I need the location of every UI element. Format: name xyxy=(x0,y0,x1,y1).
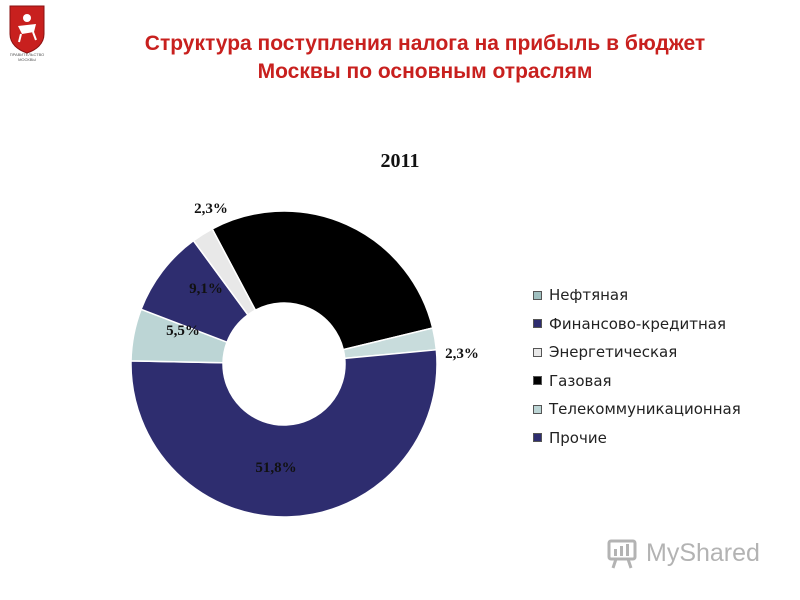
watermark: MyShared xyxy=(606,536,760,570)
logo-caption: ПРАВИТЕЛЬСТВО МОСКВЫ xyxy=(4,52,50,62)
legend-swatch xyxy=(533,376,542,386)
legend-label: Энергетическая xyxy=(549,343,678,362)
slice-1 xyxy=(211,210,434,351)
chart-title: 2011 xyxy=(380,150,420,172)
legend-swatch xyxy=(533,433,542,443)
title-line-1: Структура поступления налога на прибыль … xyxy=(144,32,706,55)
legend-swatch xyxy=(533,319,542,329)
watermark-text: MyShared xyxy=(646,538,760,567)
slice-6 xyxy=(192,227,257,316)
legend-item: Газовая xyxy=(533,367,741,396)
data-label-6: 2,3% xyxy=(194,201,228,217)
data-label-2: 2,3% xyxy=(445,346,479,362)
legend-label: Телекоммуникационная xyxy=(549,400,741,419)
moscow-coat-of-arms-icon xyxy=(6,4,48,62)
presentation-board-icon xyxy=(607,539,637,569)
legend-label: Нефтяная xyxy=(549,286,629,305)
data-label-4: 5,5% xyxy=(166,323,200,339)
legend-swatch xyxy=(533,290,542,300)
legend-swatch xyxy=(533,404,542,414)
legend-item: Энергетическая xyxy=(533,338,741,367)
logo-caption-line1: ПРАВИТЕЛЬСТВО xyxy=(9,52,45,57)
title-line-2: Москвы по основным отраслям xyxy=(257,60,593,83)
legend-item: Прочие xyxy=(533,424,741,453)
legend-label: Финансово-кредитная xyxy=(549,314,727,333)
legend-item: Финансово-кредитная xyxy=(533,310,741,339)
chart-legend: Нефтяная Финансово-кредитная Энергетическа… xyxy=(533,281,741,452)
legend-item: Нефтяная xyxy=(533,281,741,310)
legend-swatch xyxy=(533,347,542,357)
data-label-3: 51,8% xyxy=(255,460,296,476)
data-label-5: 9,1% xyxy=(189,281,223,297)
legend-label: Газовая xyxy=(549,371,612,390)
slice-3 xyxy=(130,348,438,518)
logo-caption-line2: МОСКВЫ xyxy=(18,57,36,62)
legend-item: Телекоммуникационная xyxy=(533,395,741,424)
page-title: Структура поступления налога на прибыль … xyxy=(60,30,790,86)
legend-label: Прочие xyxy=(549,428,607,447)
